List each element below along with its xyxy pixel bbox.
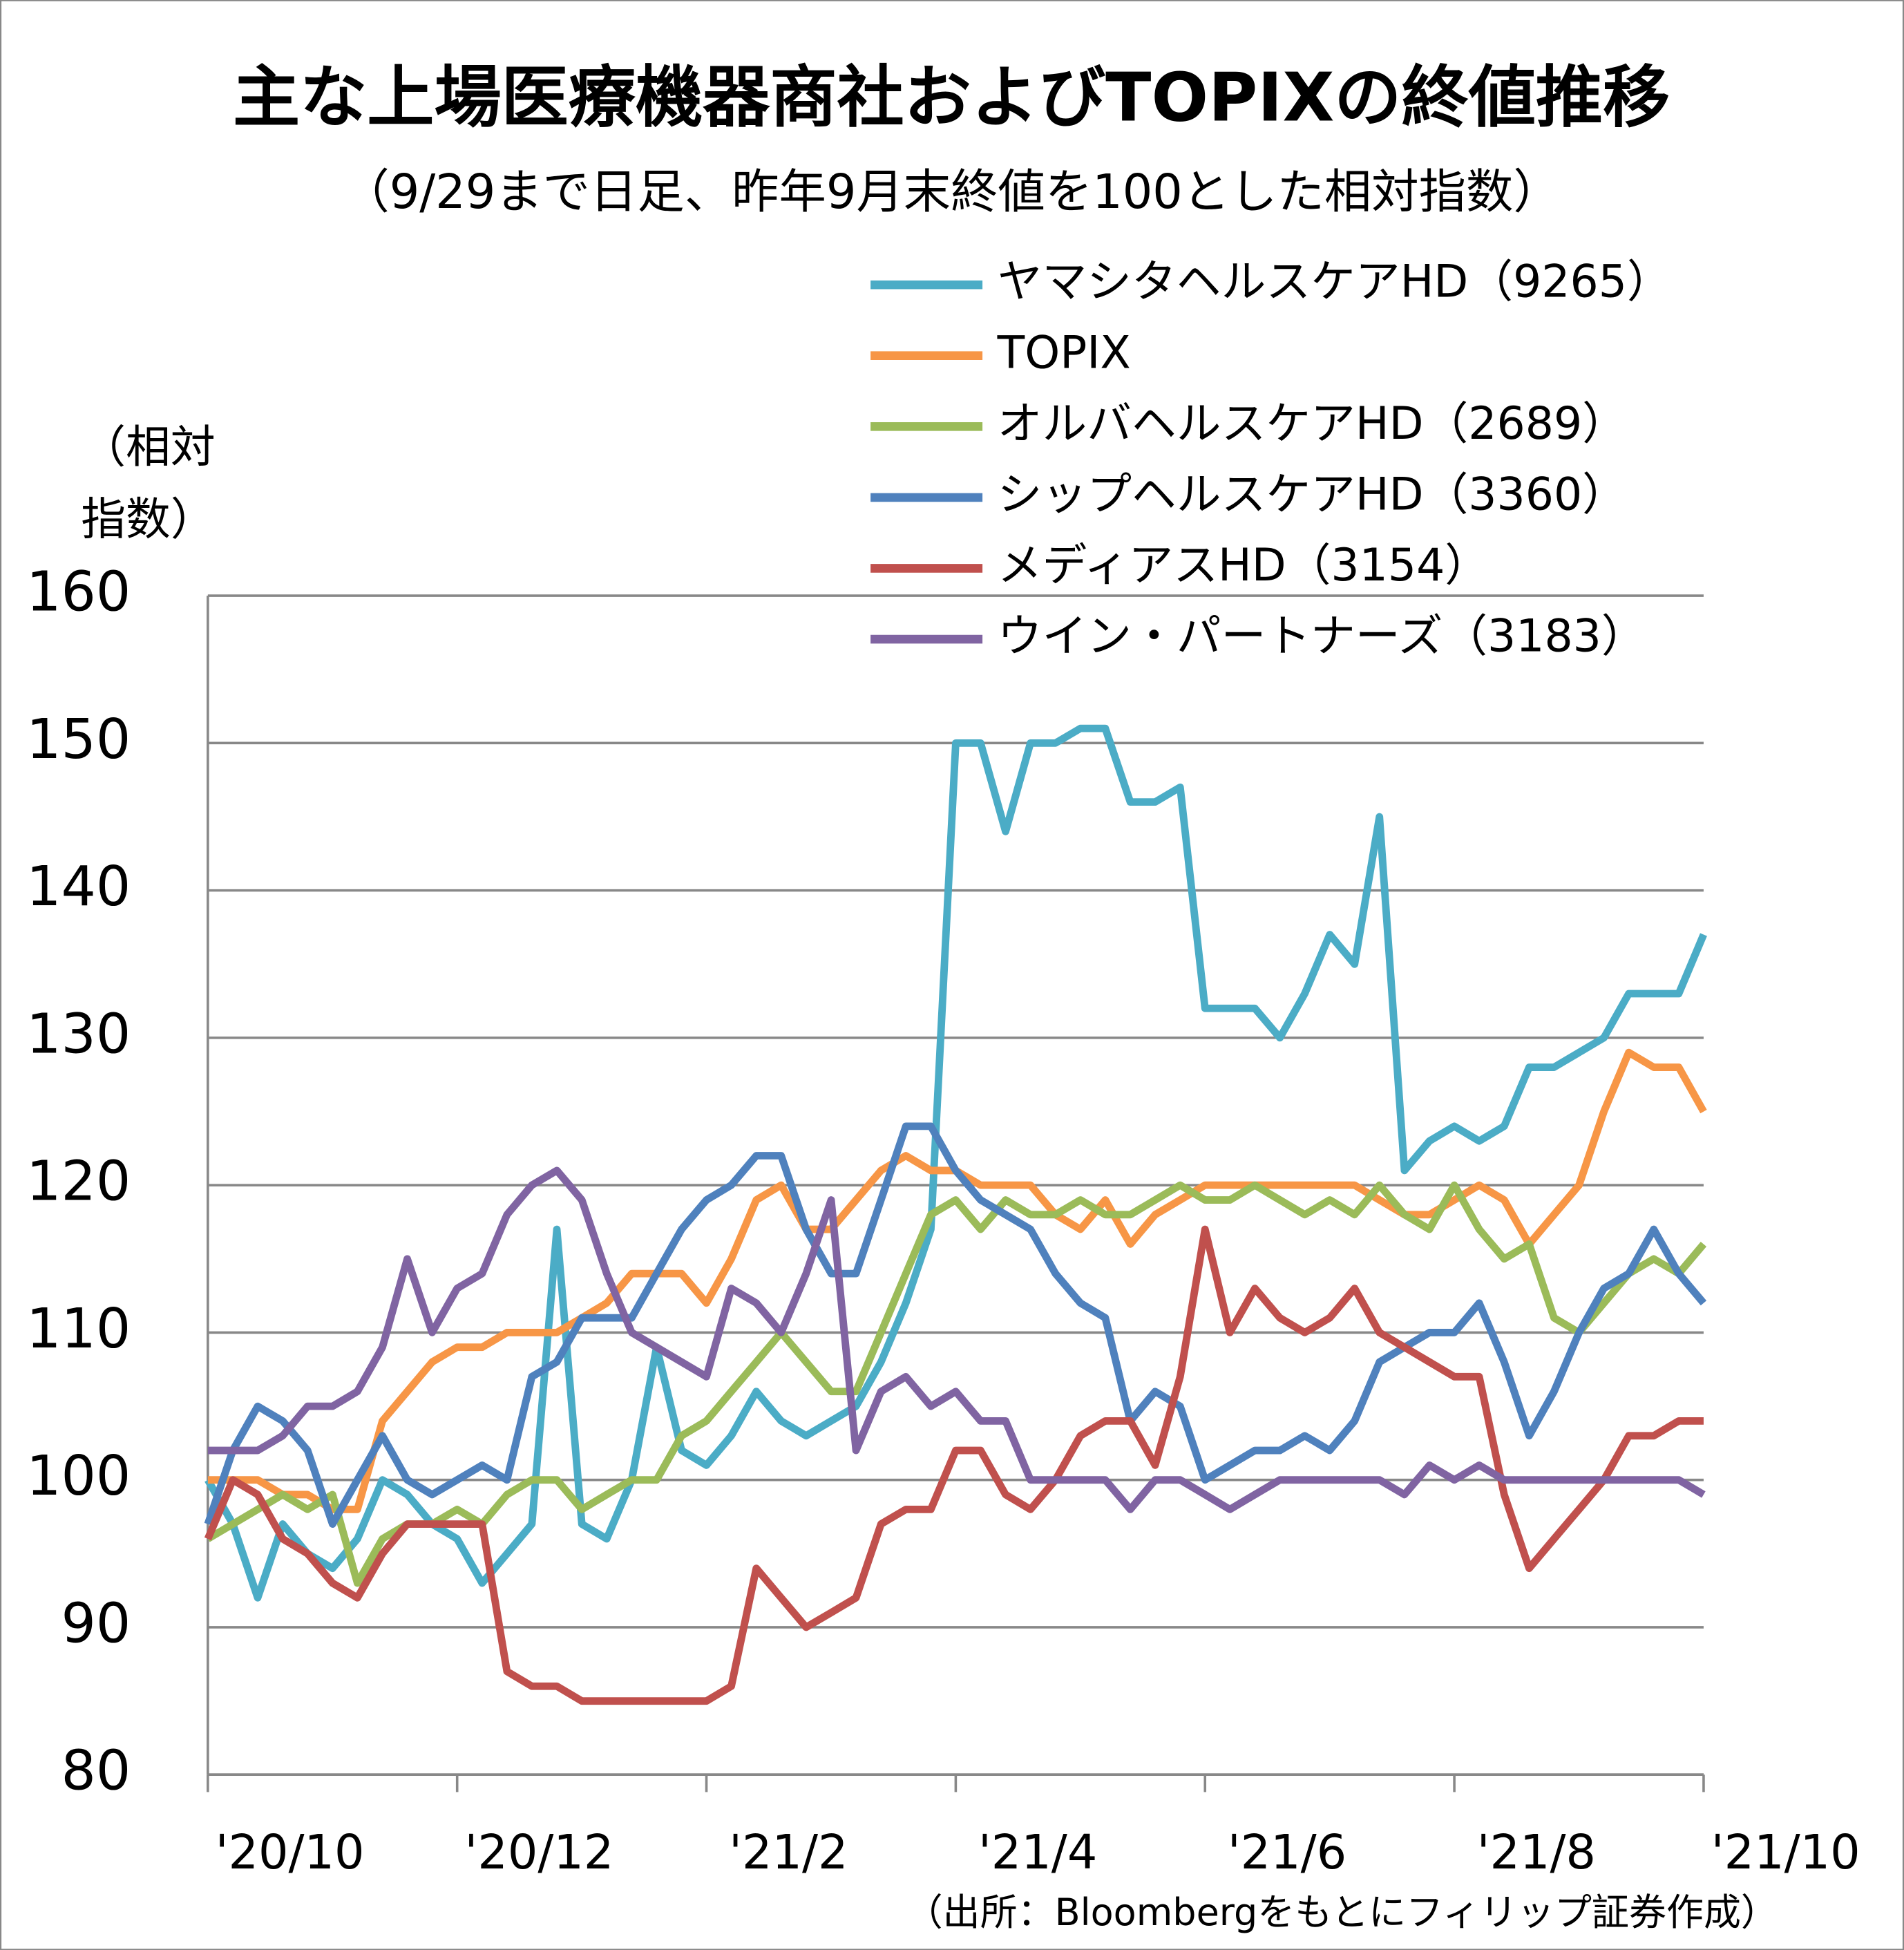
series-line bbox=[204, 1122, 1707, 1528]
x-tick-label: '21/4 bbox=[978, 1826, 1097, 1880]
y-tick-label: 150 bbox=[26, 708, 131, 771]
legend-label: TOPIX bbox=[997, 327, 1131, 379]
chart-title: 主な上場医療機器商社およびTOPIXの終値推移 bbox=[233, 58, 1670, 136]
y-tick-label: 110 bbox=[26, 1297, 131, 1361]
y-axis-label: （相対 bbox=[81, 422, 215, 473]
x-tick-label: '20/12 bbox=[465, 1826, 614, 1880]
x-tick-label: '21/2 bbox=[729, 1826, 848, 1880]
source-note: （出所：Bloombergをもとにフィリップ証券作成） bbox=[906, 1891, 1778, 1934]
series-line bbox=[206, 1181, 1707, 1587]
chart-subtitle: （9/29まで日足、昨年9月末終値を100とした相対指数） bbox=[342, 165, 1560, 220]
legend-label: ウイン・パートナーズ（3183） bbox=[998, 611, 1646, 663]
y-tick-label: 100 bbox=[26, 1444, 131, 1508]
y-tick-label: 90 bbox=[61, 1591, 131, 1655]
x-tick-label: '20/10 bbox=[216, 1826, 365, 1880]
series-line bbox=[207, 1166, 1706, 1513]
y-tick-label: 80 bbox=[61, 1739, 131, 1803]
legend-label: オルバヘルスケアHD（2689） bbox=[998, 398, 1627, 450]
x-tick-label: '21/6 bbox=[1228, 1826, 1346, 1880]
y-tick-label: 120 bbox=[26, 1150, 131, 1213]
y-tick-label: 130 bbox=[26, 1002, 131, 1066]
series-line bbox=[204, 1225, 1704, 1705]
x-tick-label: '21/8 bbox=[1477, 1826, 1596, 1880]
y-axis-label: 指数） bbox=[81, 493, 215, 545]
x-tick-label: '21/10 bbox=[1711, 1826, 1860, 1880]
legend-label: ヤマシタヘルスケアHD（9265） bbox=[998, 256, 1672, 308]
y-tick-label: 160 bbox=[26, 560, 131, 624]
y-tick-label: 140 bbox=[26, 855, 131, 918]
legend-label: シップヘルスケアHD（3360） bbox=[998, 468, 1627, 520]
legend-label: メディアスHD（3154） bbox=[998, 540, 1489, 591]
series-line bbox=[204, 724, 1707, 1602]
